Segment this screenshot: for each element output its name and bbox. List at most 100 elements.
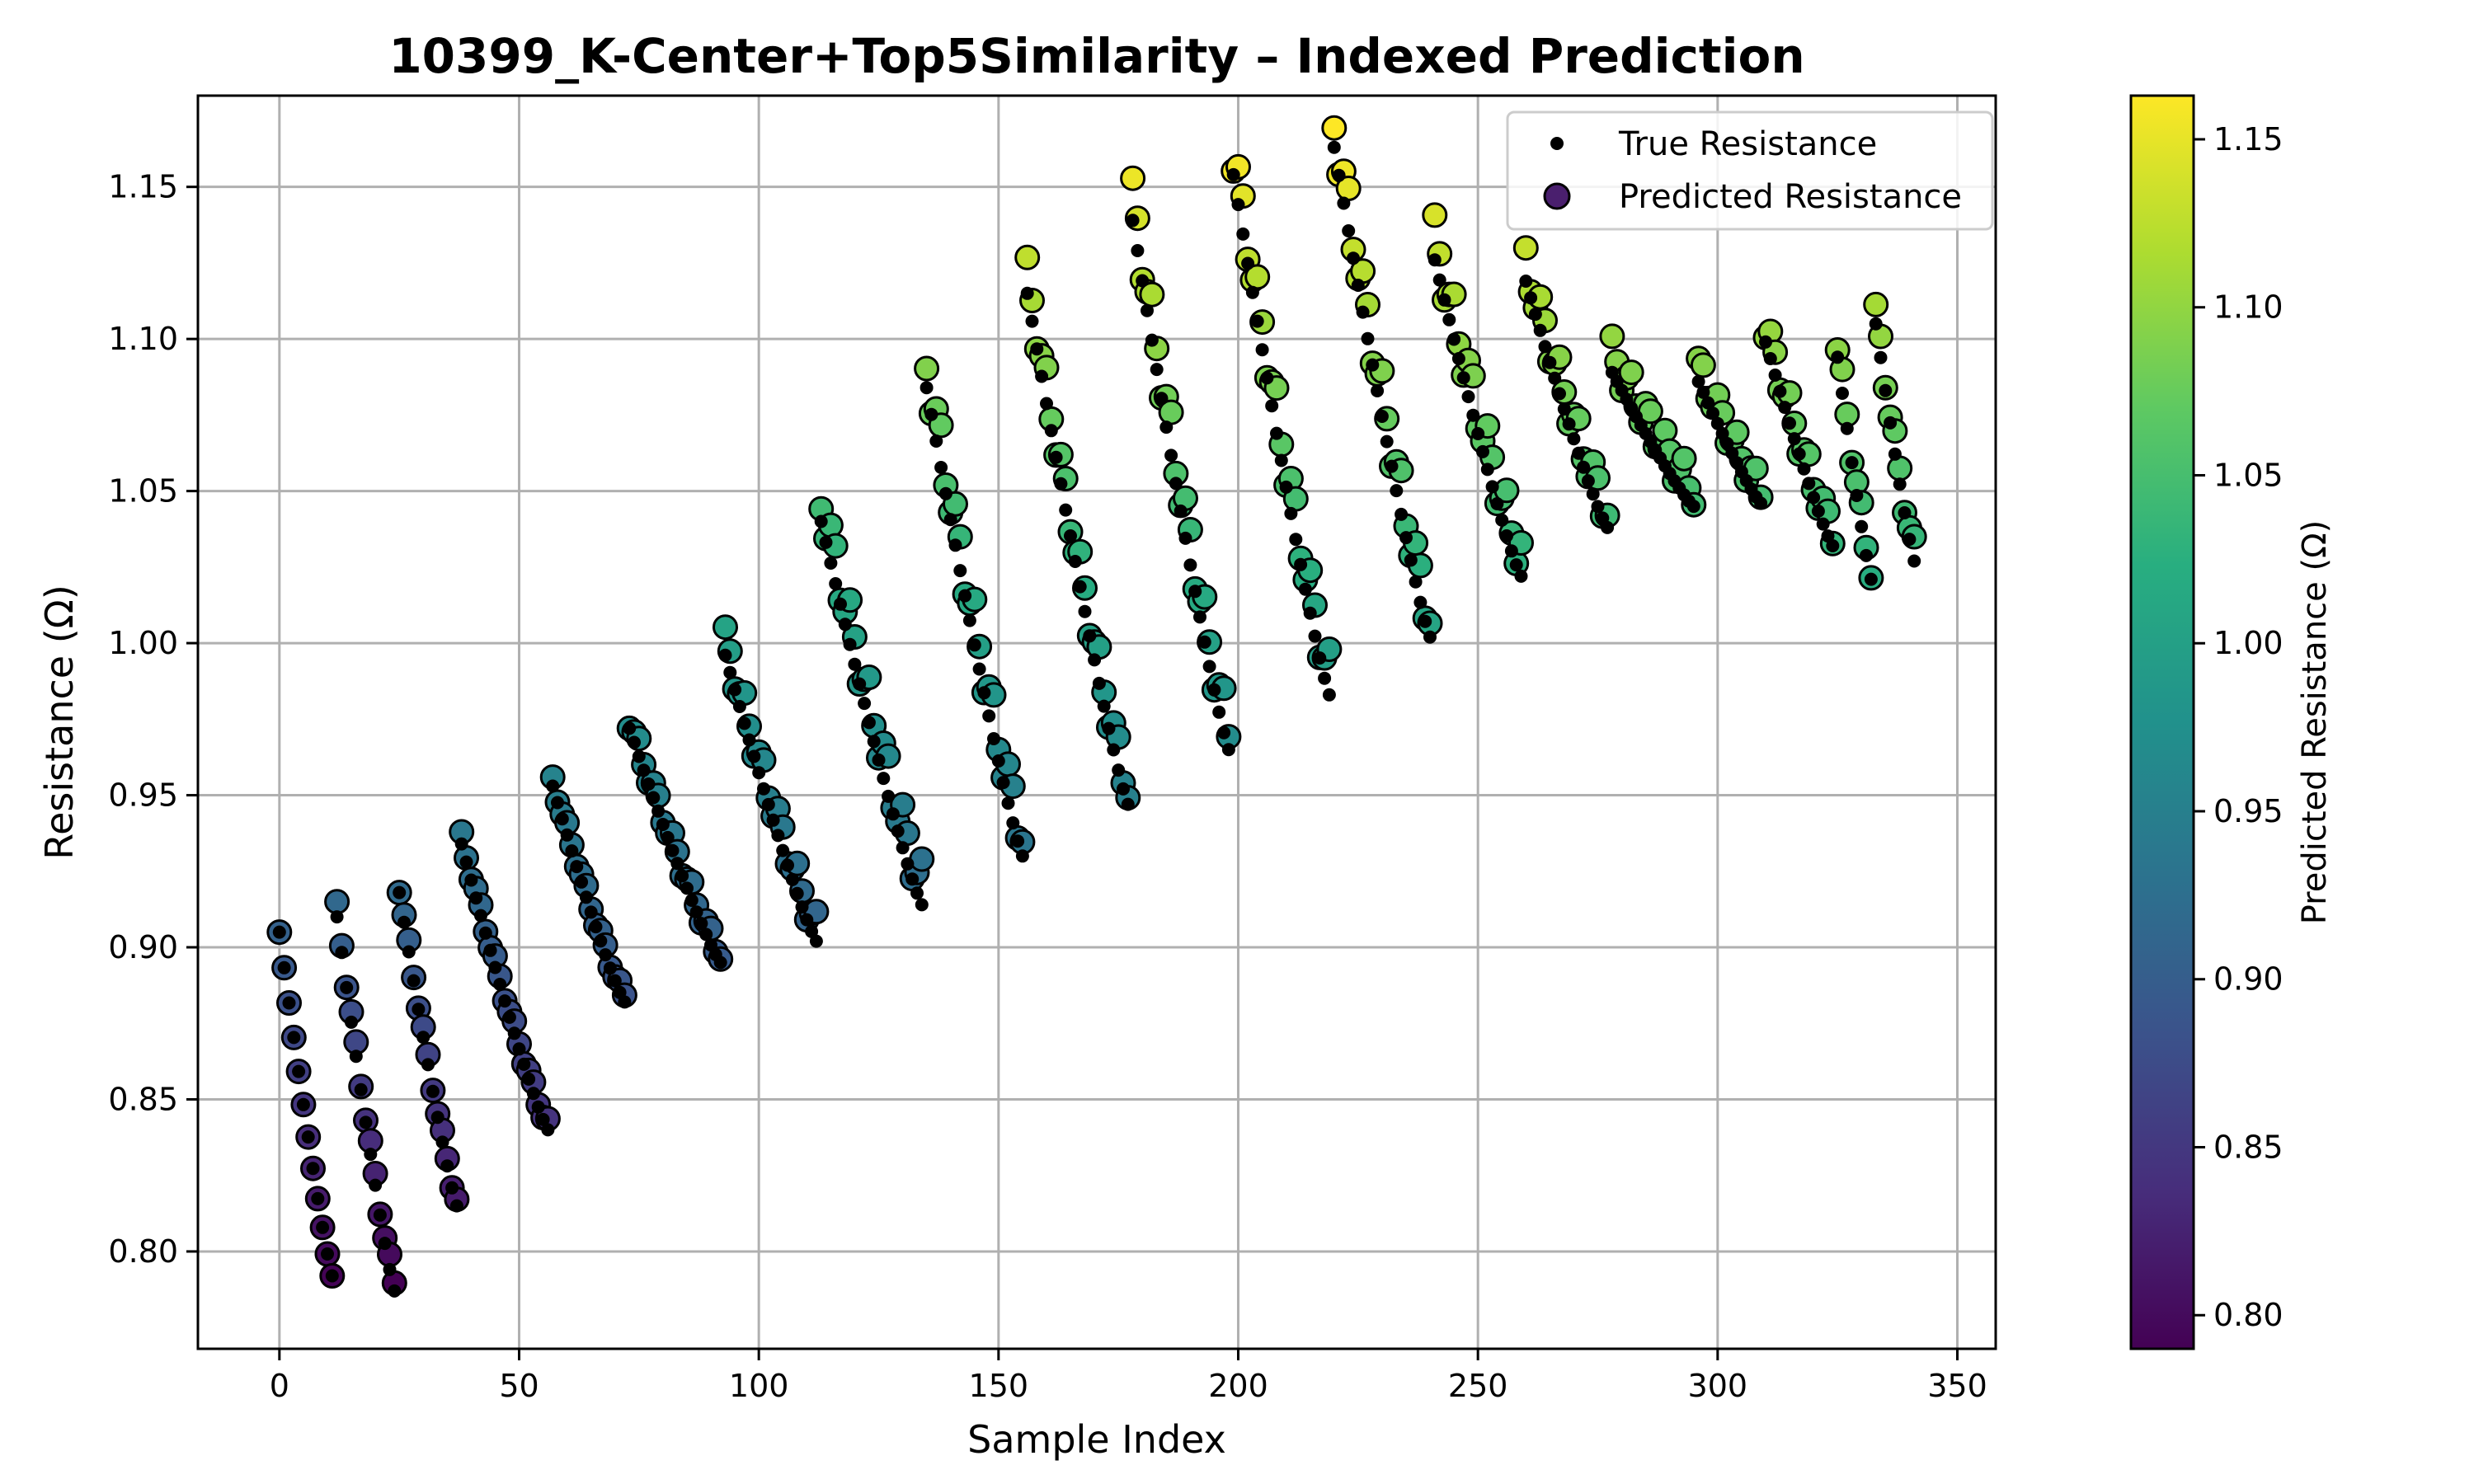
x-tick-label: 300 [1688, 1368, 1748, 1404]
true-point [1864, 572, 1878, 586]
true-point [1241, 256, 1255, 270]
true-point [287, 1031, 301, 1045]
predicted-point [1422, 202, 1448, 228]
true-point [1451, 352, 1465, 365]
true-point [1141, 303, 1154, 317]
true-point [834, 597, 847, 611]
true-point [943, 513, 957, 527]
true-point [599, 948, 613, 962]
true-point [1601, 520, 1615, 534]
true-point [1011, 834, 1025, 848]
true-point [517, 1057, 531, 1071]
true-point [277, 960, 291, 974]
true-point [603, 961, 617, 975]
true-point [1409, 575, 1423, 589]
true-point [829, 577, 843, 590]
true-point [670, 857, 684, 871]
true-point [1169, 477, 1183, 491]
true-point [354, 1082, 368, 1097]
colorbar-tick-label: 0.80 [2213, 1297, 2284, 1333]
true-point [996, 776, 1010, 790]
true-point [809, 934, 823, 948]
true-point [742, 733, 756, 747]
true-point [623, 721, 637, 735]
true-point [757, 782, 770, 796]
colorbar [2129, 94, 2195, 1350]
true-point [335, 946, 349, 960]
true-point [1480, 463, 1494, 477]
true-point [901, 857, 915, 871]
true-point [628, 735, 641, 749]
true-point [1117, 782, 1130, 796]
true-point [1792, 447, 1806, 461]
true-point [938, 486, 952, 500]
true-point [1797, 462, 1811, 476]
true-point [493, 978, 507, 991]
true-point [1351, 279, 1365, 292]
true-point [1327, 140, 1341, 154]
colorbar-tick-label: 1.15 [2213, 121, 2284, 157]
true-point [594, 934, 608, 948]
true-point [1088, 653, 1102, 667]
true-point [905, 872, 920, 886]
true-point [1025, 314, 1039, 328]
gridlines [198, 96, 1996, 1349]
true-point [1821, 529, 1835, 543]
true-point [1092, 676, 1106, 690]
true-point [1811, 505, 1825, 518]
colorbar-tick-label: 1.05 [2213, 457, 2284, 493]
true-point [1783, 416, 1796, 430]
true-point [800, 913, 814, 927]
true-point [1073, 580, 1087, 594]
true-point [551, 796, 564, 810]
true-point [1318, 671, 1332, 685]
true-point [1807, 491, 1821, 505]
true-point [1893, 477, 1907, 491]
true-point [464, 873, 478, 887]
true-point [962, 613, 976, 627]
true-point [1150, 363, 1164, 377]
true-point [1236, 227, 1250, 241]
true-point [449, 1199, 463, 1213]
true-point [1294, 557, 1308, 571]
true-point [1375, 410, 1389, 423]
colorbar-tick-label: 0.85 [2213, 1129, 2284, 1165]
true-point [1845, 456, 1859, 470]
true-point [345, 1015, 358, 1029]
true-point [953, 564, 967, 578]
true-point [1548, 371, 1562, 385]
true-point [718, 648, 732, 662]
true-point [972, 662, 986, 676]
true-point [1581, 474, 1595, 488]
true-point [1686, 500, 1700, 514]
true-point [364, 1148, 378, 1162]
true-point [713, 956, 727, 970]
true-point [1691, 374, 1705, 388]
true-point [1879, 383, 1893, 397]
true-point [728, 683, 742, 697]
true-point [1289, 533, 1303, 547]
true-point [1217, 726, 1231, 740]
true-point [891, 824, 905, 838]
true-point [321, 1247, 334, 1261]
y-tick-label: 1.05 [108, 473, 178, 510]
true-point [512, 1042, 526, 1056]
true-point [1543, 355, 1557, 369]
true-point [1826, 539, 1840, 552]
true-point [982, 709, 996, 723]
true-point [1768, 369, 1782, 382]
legend-true-marker [1550, 137, 1564, 150]
predicted-point [1671, 445, 1697, 472]
true-point [1054, 477, 1068, 491]
true-point [402, 945, 416, 959]
true-point [1102, 721, 1116, 735]
y-tick-label: 1.15 [108, 169, 178, 205]
true-point [867, 735, 881, 749]
true-point [656, 818, 670, 831]
true-point [896, 841, 910, 855]
true-point [426, 1084, 440, 1098]
true-point [1869, 317, 1883, 331]
true-point [1131, 244, 1145, 257]
true-point [1265, 399, 1279, 413]
true-point [790, 886, 804, 900]
